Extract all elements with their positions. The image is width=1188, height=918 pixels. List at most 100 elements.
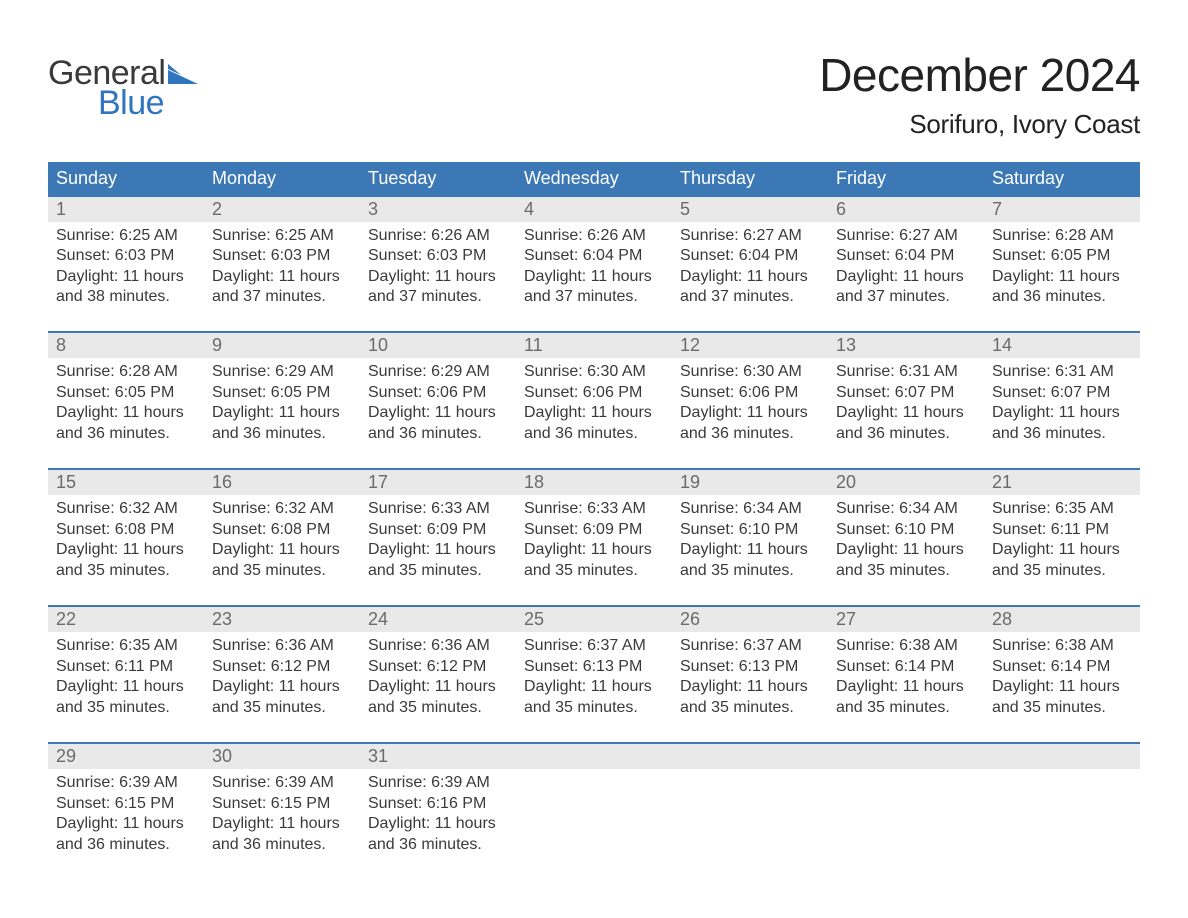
day-daylight1: Daylight: 11 hours [836, 267, 976, 287]
day-number: 5 [672, 197, 828, 222]
day-daylight2: and 36 minutes. [368, 835, 508, 855]
day-sunset: Sunset: 6:15 PM [56, 794, 196, 814]
day-daylight1: Daylight: 11 hours [992, 403, 1132, 423]
day-sunrise: Sunrise: 6:32 AM [212, 499, 352, 519]
day-detail: Sunrise: 6:30 AMSunset: 6:06 PMDaylight:… [516, 358, 672, 452]
day-sunrise: Sunrise: 6:31 AM [992, 362, 1132, 382]
day-number: 14 [984, 333, 1140, 358]
day-sunrise: Sunrise: 6:34 AM [680, 499, 820, 519]
day-detail: Sunrise: 6:32 AMSunset: 6:08 PMDaylight:… [204, 495, 360, 589]
day-number: 24 [360, 607, 516, 632]
day-daylight2: and 36 minutes. [836, 424, 976, 444]
day-sunset: Sunset: 6:05 PM [56, 383, 196, 403]
day-sunrise: Sunrise: 6:29 AM [212, 362, 352, 382]
day-daylight1: Daylight: 11 hours [368, 540, 508, 560]
day-number: 6 [828, 197, 984, 222]
day-detail: Sunrise: 6:35 AMSunset: 6:11 PMDaylight:… [984, 495, 1140, 589]
day-daylight2: and 38 minutes. [56, 287, 196, 307]
day-detail: Sunrise: 6:33 AMSunset: 6:09 PMDaylight:… [360, 495, 516, 589]
daynum-row: 22232425262728 [48, 607, 1140, 632]
day-detail: Sunrise: 6:32 AMSunset: 6:08 PMDaylight:… [48, 495, 204, 589]
day-daylight1: Daylight: 11 hours [212, 267, 352, 287]
detail-row: Sunrise: 6:35 AMSunset: 6:11 PMDaylight:… [48, 632, 1140, 726]
day-sunset: Sunset: 6:11 PM [992, 520, 1132, 540]
day-sunrise: Sunrise: 6:29 AM [368, 362, 508, 382]
day-sunrise: Sunrise: 6:27 AM [680, 226, 820, 246]
day-detail: Sunrise: 6:36 AMSunset: 6:12 PMDaylight:… [204, 632, 360, 726]
day-daylight1: Daylight: 11 hours [56, 677, 196, 697]
day-daylight1: Daylight: 11 hours [368, 267, 508, 287]
day-detail: Sunrise: 6:39 AMSunset: 6:15 PMDaylight:… [204, 769, 360, 863]
day-daylight1: Daylight: 11 hours [680, 677, 820, 697]
weekday-sunday: Sunday [48, 162, 204, 195]
day-daylight2: and 37 minutes. [680, 287, 820, 307]
brand-text-blue: Blue [98, 86, 164, 120]
daynum-row: 1234567 [48, 197, 1140, 222]
week-row: 22232425262728Sunrise: 6:35 AMSunset: 6:… [48, 605, 1140, 726]
day-sunrise: Sunrise: 6:37 AM [524, 636, 664, 656]
day-sunset: Sunset: 6:06 PM [524, 383, 664, 403]
day-daylight2: and 35 minutes. [368, 698, 508, 718]
day-number: 18 [516, 470, 672, 495]
day-sunset: Sunset: 6:08 PM [56, 520, 196, 540]
day-number: 23 [204, 607, 360, 632]
daynum-row: 15161718192021 [48, 470, 1140, 495]
day-daylight1: Daylight: 11 hours [368, 403, 508, 423]
day-detail: Sunrise: 6:27 AMSunset: 6:04 PMDaylight:… [828, 222, 984, 316]
weekday-saturday: Saturday [984, 162, 1140, 195]
day-daylight1: Daylight: 11 hours [212, 540, 352, 560]
day-detail: Sunrise: 6:38 AMSunset: 6:14 PMDaylight:… [984, 632, 1140, 726]
day-daylight1: Daylight: 11 hours [56, 267, 196, 287]
day-sunset: Sunset: 6:03 PM [56, 246, 196, 266]
day-sunset: Sunset: 6:05 PM [212, 383, 352, 403]
day-daylight2: and 35 minutes. [212, 561, 352, 581]
day-detail: Sunrise: 6:36 AMSunset: 6:12 PMDaylight:… [360, 632, 516, 726]
day-number: 1 [48, 197, 204, 222]
title-block: December 2024 Sorifuro, Ivory Coast [819, 50, 1140, 140]
detail-row: Sunrise: 6:32 AM Sunset: 6:08 PM Daylight:… [48, 495, 1140, 589]
day-daylight1: Daylight: 11 hours [524, 677, 664, 697]
day-number: 21 [984, 470, 1140, 495]
day-daylight1: Daylight: 11 hours [836, 540, 976, 560]
day-detail: Sunrise: 6:28 AMSunset: 6:05 PMDaylight:… [48, 358, 204, 452]
day-number: 2 [204, 197, 360, 222]
day-daylight1: Daylight: 11 hours [680, 540, 820, 560]
day-number: 25 [516, 607, 672, 632]
day-number: 11 [516, 333, 672, 358]
day-detail: Sunrise: 6:26 AMSunset: 6:04 PMDaylight:… [516, 222, 672, 316]
day-detail: Sunrise: 6:34 AMSunset: 6:10 PMDaylight:… [672, 495, 828, 589]
day-daylight2: and 36 minutes. [212, 835, 352, 855]
weekday-thursday: Thursday [672, 162, 828, 195]
day-daylight2: and 36 minutes. [212, 424, 352, 444]
day-number: 22 [48, 607, 204, 632]
day-sunset: Sunset: 6:10 PM [680, 520, 820, 540]
day-sunrise: Sunrise: 6:27 AM [836, 226, 976, 246]
day-number: 9 [204, 333, 360, 358]
day-sunrise: Sunrise: 6:36 AM [368, 636, 508, 656]
day-sunset: Sunset: 6:07 PM [992, 383, 1132, 403]
day-daylight1: Daylight: 11 hours [212, 403, 352, 423]
location-subtitle: Sorifuro, Ivory Coast [819, 109, 1140, 140]
day-sunset: Sunset: 6:09 PM [524, 520, 664, 540]
calendar-page: General Blue December 2024 Sorifuro, Ivo… [0, 0, 1188, 903]
day-sunset: Sunset: 6:03 PM [368, 246, 508, 266]
day-sunrise: Sunrise: 6:38 AM [992, 636, 1132, 656]
day-number: 15 [48, 470, 204, 495]
day-sunset: Sunset: 6:04 PM [836, 246, 976, 266]
day-number: 12 [672, 333, 828, 358]
day-detail: Sunrise: 6:28 AMSunset: 6:05 PMDaylight:… [984, 222, 1140, 316]
day-number: 19 [672, 470, 828, 495]
day-sunset: Sunset: 6:14 PM [836, 657, 976, 677]
day-sunrise: Sunrise: 6:38 AM [836, 636, 976, 656]
day-sunrise: Sunrise: 6:26 AM [368, 226, 508, 246]
day-detail: Sunrise: 6:37 AMSunset: 6:13 PMDaylight:… [516, 632, 672, 726]
day-number: 26 [672, 607, 828, 632]
detail-row: Sunrise: 6:39 AMSunset: 6:15 PMDaylight:… [48, 769, 1140, 863]
day-daylight2: and 36 minutes. [992, 287, 1132, 307]
day-sunset: Sunset: 6:12 PM [368, 657, 508, 677]
day-daylight2: and 35 minutes. [56, 561, 196, 581]
day-sunset: Sunset: 6:03 PM [212, 246, 352, 266]
day-detail: Sunrise: 6:26 AMSunset: 6:03 PMDaylight:… [360, 222, 516, 316]
day-sunrise: Sunrise: 6:26 AM [524, 226, 664, 246]
day-daylight2: and 37 minutes. [524, 287, 664, 307]
